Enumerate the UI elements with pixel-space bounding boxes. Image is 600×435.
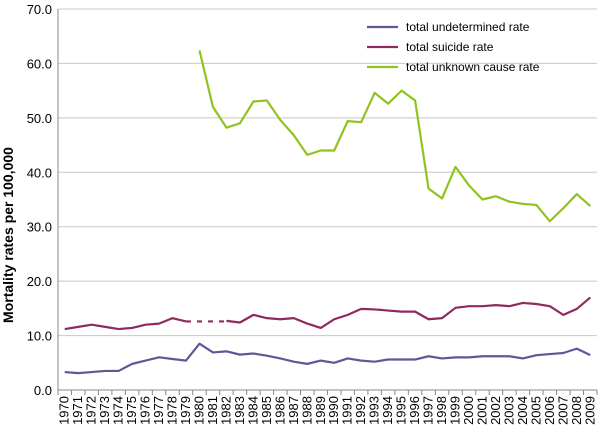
y-tick-label: 40.0 (27, 165, 52, 180)
x-tick-label: 1975 (124, 396, 139, 425)
x-tick-label: 1981 (205, 396, 220, 425)
x-tick-label: 1980 (191, 396, 206, 425)
x-tick-label: 2003 (501, 396, 516, 425)
x-tick-label: 1970 (57, 396, 72, 425)
x-tick-label: 1986 (272, 396, 287, 425)
x-tick-label: 2001 (474, 396, 489, 425)
series-lines (64, 50, 591, 375)
y-tick-label: 70.0 (27, 2, 52, 17)
x-tick-label: 1990 (326, 396, 341, 425)
x-tick-label: 1998 (434, 396, 449, 425)
legend-label-undetermined: total undetermined rate (406, 20, 530, 34)
legend: total undetermined rate total suicide ra… (367, 20, 540, 74)
x-tick-label: 1976 (138, 396, 153, 425)
y-tick-label: 50.0 (27, 111, 52, 126)
x-tick-label: 1982 (218, 396, 233, 425)
legend-label-unknown: total unknown cause rate (406, 60, 540, 74)
x-tick-label: 1987 (286, 396, 301, 425)
x-tick-label: 1977 (151, 396, 166, 425)
x-tick-label: 1992 (353, 396, 368, 425)
x-tick-label: 1974 (111, 396, 126, 425)
x-tick-label: 1985 (259, 396, 274, 425)
x-tick-label: 1997 (421, 396, 436, 425)
y-tick-label: 30.0 (27, 220, 52, 235)
y-tick-label: 10.0 (27, 329, 52, 344)
series-line-0 (64, 342, 591, 375)
series-line-1 (64, 317, 187, 331)
series-line-2 (198, 50, 591, 223)
y-tick-labels: 0.0 10.0 20.0 30.0 40.0 50.0 60.0 70.0 (27, 2, 52, 398)
x-tick-label: 2008 (569, 396, 584, 425)
x-tick-label: 2002 (488, 396, 503, 425)
x-tick-label: 2009 (582, 396, 597, 425)
x-tick-label: 1996 (407, 396, 422, 425)
x-tick-label: 2005 (528, 396, 543, 425)
series-line-1 (226, 296, 591, 330)
x-tick-label: 1991 (340, 396, 355, 425)
y-tick-label: 0.0 (34, 383, 52, 398)
x-tick-label: 1989 (313, 396, 328, 425)
x-tick-label: 2004 (515, 396, 530, 425)
y-tick-label: 60.0 (27, 56, 52, 71)
x-tick-label: 1999 (448, 396, 463, 425)
x-tick-label: 1972 (84, 396, 99, 425)
grid-lines (58, 8, 597, 337)
y-tick-label: 20.0 (27, 274, 52, 289)
x-tick-label: 2007 (555, 396, 570, 425)
x-tick-label: 1984 (245, 396, 260, 425)
x-tick-label: 1994 (380, 396, 395, 425)
x-tick-label: 1995 (394, 396, 409, 425)
x-tick-label: 2000 (461, 396, 476, 425)
x-tick-label: 1983 (232, 396, 247, 425)
x-tick-label: 1973 (97, 396, 112, 425)
legend-label-suicide: total suicide rate (406, 40, 494, 54)
x-tick-label: 1988 (299, 396, 314, 425)
x-tick-label: 1993 (367, 396, 382, 425)
x-tick-label: 1978 (165, 396, 180, 425)
x-tick-label: 2006 (542, 396, 557, 425)
axes (57, 9, 598, 395)
x-tick-label: 1971 (70, 396, 85, 425)
x-tick-label: 1979 (178, 396, 193, 425)
x-tick-labels: 1970197119721973197419751976197719781979… (57, 396, 598, 425)
y-axis-label: Mortality rates per 100,000 (0, 147, 16, 323)
